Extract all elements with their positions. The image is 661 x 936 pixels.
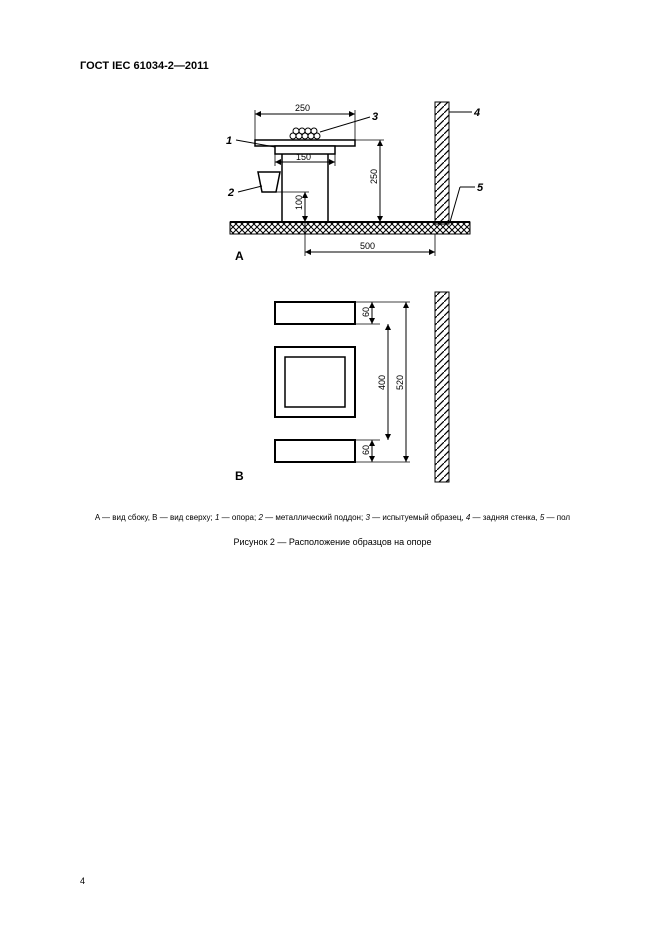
view-b-label: B [235,469,244,483]
legend-b: вид сверху [170,513,211,522]
dim-250v: 250 [369,169,379,184]
legend-1: опора [232,513,254,522]
dim-520: 520 [395,375,405,390]
legend-4: задняя стенка [483,513,536,522]
callout-3: 3 [372,111,378,123]
legend-3: испытуемый образец [382,513,461,522]
legend-2: металлический поддон [275,513,361,522]
dim-500: 500 [360,241,375,251]
figure-caption: Рисунок 2 — Расположение образцов на опо… [80,537,585,547]
view-a-label: A [235,249,244,263]
callout-1: 1 [226,135,232,147]
callout-2: 2 [227,187,234,199]
dim-100: 100 [294,195,304,210]
doc-header: ГОСТ IEC 61034-2—2011 [80,60,585,72]
legend-a: вид сбоку [112,513,147,522]
specimen [290,128,320,139]
figure-2: 250 150 250 100 500 [80,92,585,502]
callout-4: 4 [473,107,480,119]
view-a: 250 150 250 100 500 [226,102,484,263]
page-number: 4 [80,876,85,886]
figure-legend: A — вид сбоку, B — вид сверху; 1 — опора… [80,512,585,523]
dim-250: 250 [295,103,310,113]
callout-5: 5 [477,182,484,194]
dim-60b: 60 [361,445,371,455]
dim-400: 400 [377,375,387,390]
dim-60t: 60 [361,307,371,317]
dim-150: 150 [296,152,311,162]
view-b: 60 60 400 520 B [235,292,449,483]
legend-5: пол [557,513,570,522]
